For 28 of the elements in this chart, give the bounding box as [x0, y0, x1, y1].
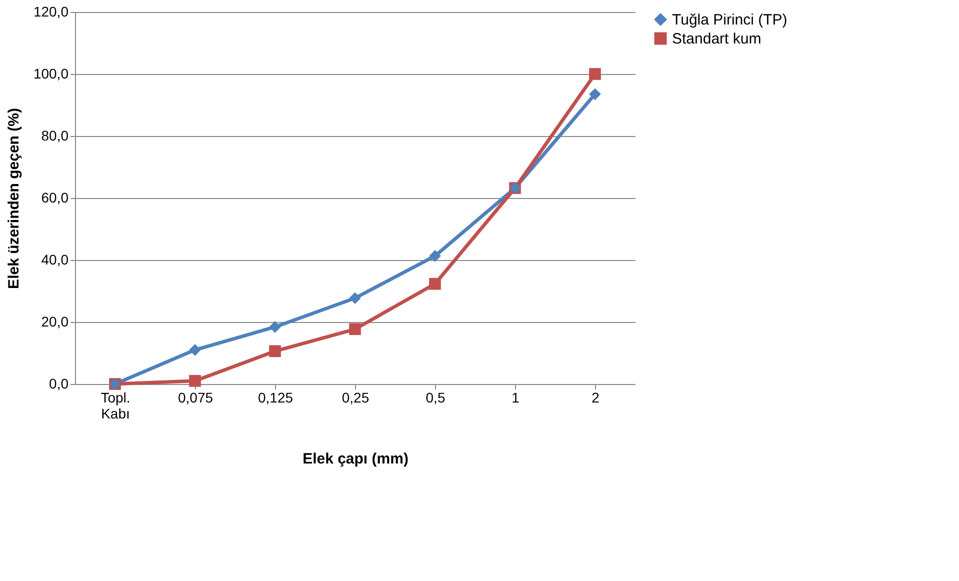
y-tick-label: 60,0	[41, 190, 69, 206]
point	[269, 345, 281, 358]
y-tick-label: 100,0	[33, 66, 69, 82]
point	[189, 344, 201, 356]
y-axis-title: Elek üzerinden geçen (%)	[5, 108, 22, 289]
x-tick-label: 0,075	[178, 390, 214, 406]
x-tick-label: 0,125	[258, 390, 294, 406]
x-axis-title: Elek çapı (mm)	[302, 450, 408, 468]
legend-label: Standart kum	[672, 30, 762, 48]
point	[189, 374, 201, 387]
x-tick-label: 2	[592, 390, 600, 406]
x-tick-label: 0,5	[426, 390, 446, 406]
y-tick-label: 40,0	[41, 252, 69, 268]
x-tick-label: Topl. Kabı	[100, 390, 130, 422]
y-tick-label: 80,0	[41, 128, 69, 144]
point	[589, 88, 601, 100]
point	[429, 278, 441, 290]
legend-label: Tuğla Pirinci (TP)	[672, 12, 788, 28]
x-tick-label: 0,25	[342, 390, 370, 406]
point	[429, 250, 441, 262]
y-tick-label: 20,0	[41, 314, 69, 330]
x-tick-label: 1	[512, 390, 520, 406]
y-tick-label: 0,0	[49, 376, 69, 392]
point	[349, 292, 361, 304]
y-tick-label: 120,0	[33, 4, 69, 20]
point	[349, 323, 361, 336]
point	[589, 68, 601, 80]
point	[269, 321, 281, 333]
